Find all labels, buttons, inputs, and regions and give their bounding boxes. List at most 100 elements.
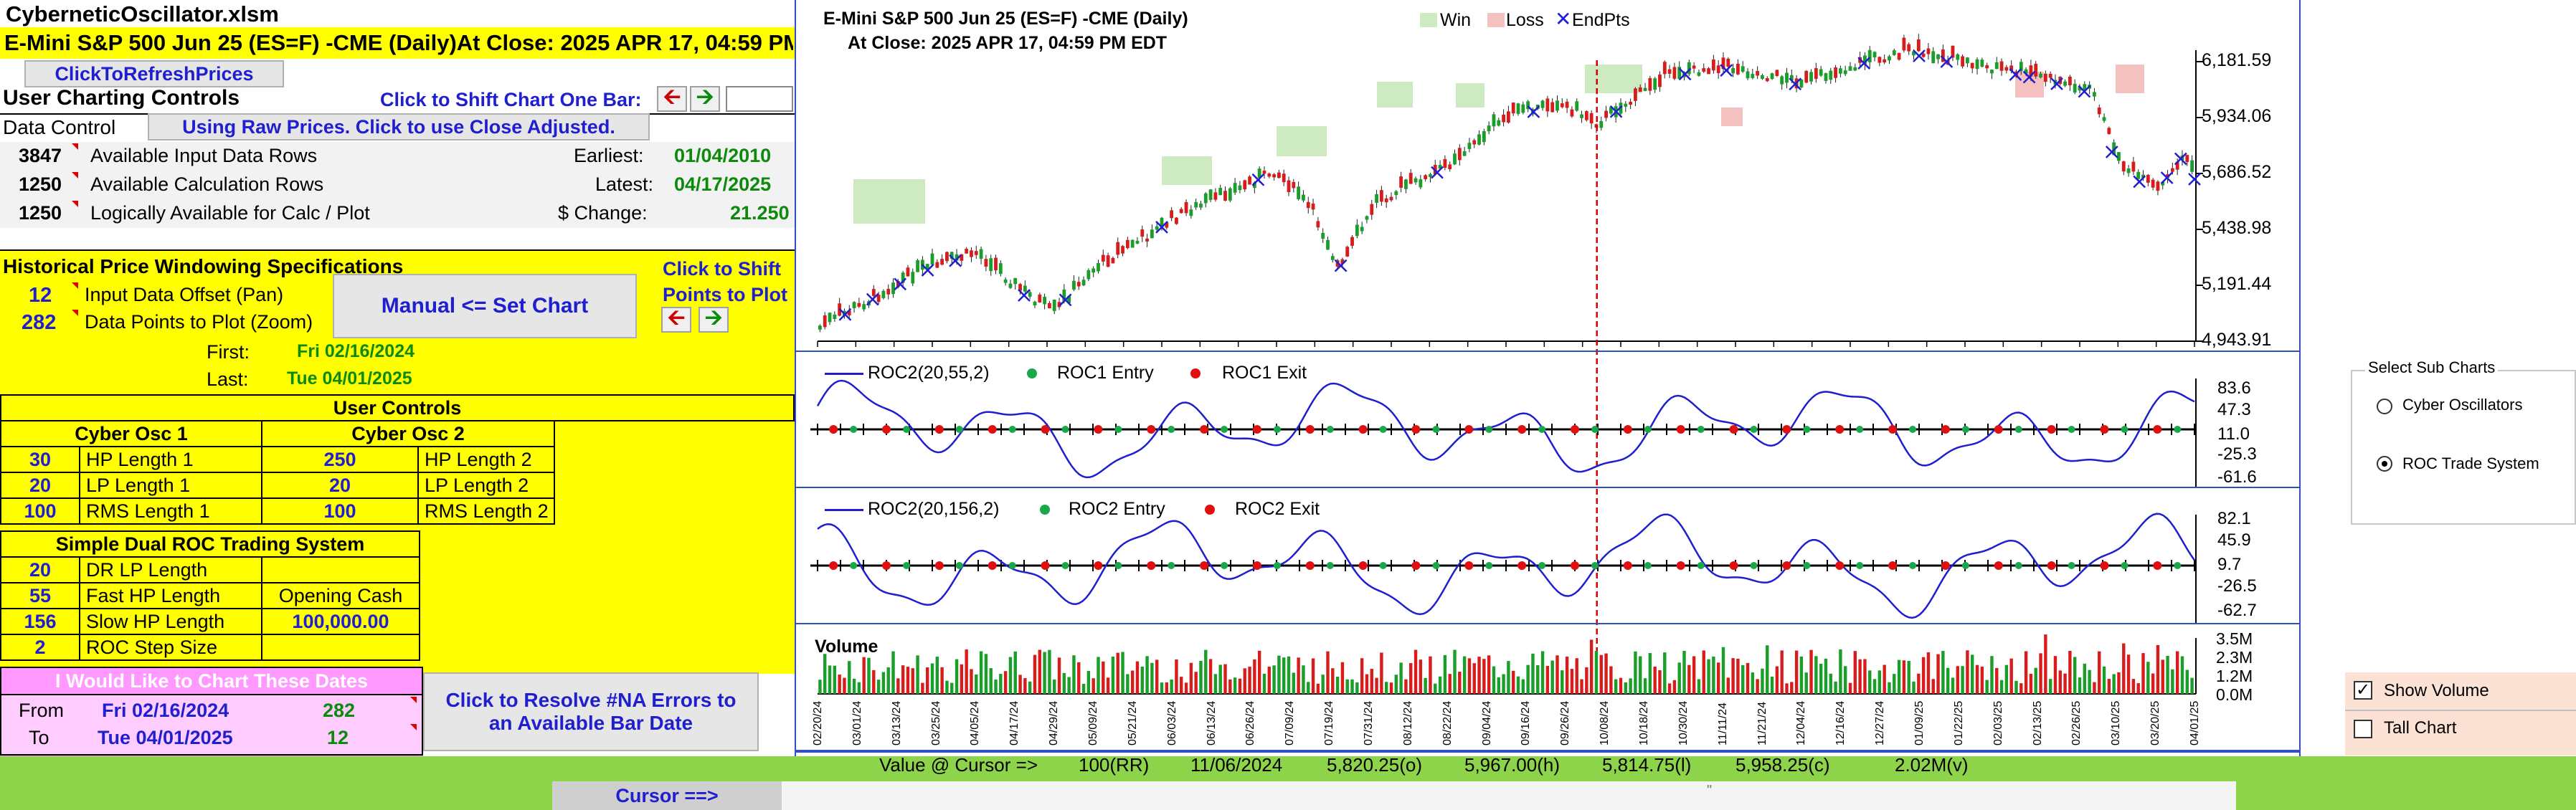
resolve-na-button[interactable]: Click to Resolve #NA Errors to an Availa… [423, 672, 759, 751]
volume-bar-86 [1238, 678, 1242, 694]
cursor-scrollbar[interactable] [782, 781, 2236, 810]
volume-bar-170 [1648, 653, 1652, 694]
cyber-oscillators-label[interactable]: Cyber Oscillators [2402, 396, 2523, 414]
cyber-oscillators-radio[interactable] [2377, 399, 2392, 414]
points-value[interactable]: 282 [22, 311, 57, 334]
volume-bar-244 [2009, 658, 2013, 694]
volume-bar-50 [1062, 672, 1066, 694]
volume-bar-107 [1340, 662, 1345, 694]
set-chart-button[interactable]: Manual <= Set Chart [333, 274, 637, 338]
fast-hp-length-value[interactable]: 55 [0, 582, 80, 609]
raw-prices-button[interactable]: Using Raw Prices. Click to use Close Adj… [148, 113, 650, 140]
price-candle-16 [896, 281, 900, 287]
tall-chart-checkbox[interactable] [2354, 720, 2372, 738]
price-candle-202 [1804, 70, 1809, 83]
win-region-3 [1162, 156, 1212, 185]
tall-chart-label[interactable]: Tall Chart [2384, 718, 2457, 738]
roc2-exit-label: ROC2 Exit [1235, 499, 1320, 519]
volume-bar-221 [1897, 659, 1901, 694]
roc1-exit-dot-19 [1835, 425, 1845, 434]
show-volume-label[interactable]: Show Volume [2384, 681, 2489, 700]
price-candle-59 [1106, 255, 1110, 267]
rms-length-1-value[interactable]: 100 [0, 497, 80, 525]
roc-step-size-value[interactable]: 2 [0, 634, 80, 661]
volume-bar-263 [2102, 666, 2106, 694]
to-date[interactable]: Tue 04/01/2025 [98, 727, 233, 748]
volume-bar-97 [1292, 672, 1296, 694]
rms-length-2-value[interactable]: 100 [261, 497, 419, 525]
volume-bar-196 [1775, 666, 1779, 694]
roc1-exit-dot-14 [1571, 425, 1579, 434]
roc2-exit-dot-5 [1094, 561, 1103, 570]
volume-bar-54 [1081, 683, 1086, 694]
volume-bar-66 [1140, 666, 1144, 694]
first-value: Fri 02/16/2024 [297, 341, 415, 361]
price-chart-title-2: At Close: 2025 APR 17, 04:59 PM EDT [848, 33, 1168, 53]
price-candle-122 [1414, 178, 1418, 183]
price-candle-30 [965, 249, 969, 254]
volume-bar-56 [1092, 678, 1095, 694]
refresh-prices-button[interactable]: ClickToRefreshPrices [24, 60, 284, 87]
price-candle-150 [1550, 102, 1555, 113]
price-chart[interactable] [796, 34, 2203, 688]
dr-lp-length-value[interactable]: 20 [0, 556, 80, 583]
roc1-entry-dot-24 [2121, 426, 2128, 433]
volume-bar-141 [1507, 661, 1510, 694]
chart-area[interactable] [796, 0, 2299, 750]
volume-bar-183 [1712, 656, 1715, 694]
price-ytick-5: 4,943.91 [2202, 330, 2272, 350]
volume-xlabel-4: 04/05/24 [969, 700, 982, 745]
opening-cash-value[interactable]: 100,000.00 [261, 608, 420, 635]
show-volume-checkbox[interactable]: ✓ [2354, 681, 2372, 700]
roc2-entry-dot-6 [1168, 562, 1175, 569]
offset-value[interactable]: 12 [29, 284, 52, 307]
hp-length-2-value[interactable]: 250 [261, 446, 419, 473]
roc1-exit-dot-21 [1941, 425, 1950, 434]
price-candle-111 [1360, 227, 1364, 232]
volume-ytick-0: 3.5M [2216, 629, 2253, 648]
price-candle-94 [1277, 172, 1281, 178]
price-candle-162 [1609, 107, 1613, 114]
volume-bar-273 [2151, 673, 2155, 694]
shift-left-button[interactable]: 🡨 [657, 85, 687, 112]
price-candle-85 [1233, 183, 1237, 193]
volume-bar-229 [1936, 654, 1940, 694]
win-region-7 [1585, 65, 1642, 93]
roc-trade-system-radio[interactable] [2377, 456, 2392, 472]
volume-bar-82 [1218, 664, 1222, 694]
volume-bar-149 [1545, 665, 1550, 694]
roc-trade-system-label[interactable]: ROC Trade System [2402, 454, 2539, 472]
points-left-button[interactable]: 🡨 [661, 306, 691, 333]
roc2-entry-dot-10 [1379, 562, 1387, 569]
roc2-ytick-4: -62.7 [2217, 601, 2257, 620]
price-candle-259 [2083, 84, 2087, 90]
volume-bar-155 [1575, 658, 1578, 694]
volume-bar-254 [2058, 670, 2062, 694]
volume-bar-164 [1619, 677, 1623, 694]
lp-length-1-value[interactable]: 20 [0, 472, 80, 499]
roc1-chart[interactable] [796, 351, 2299, 487]
hp-length-1-value[interactable]: 30 [0, 446, 80, 473]
price-candle-186 [1726, 58, 1730, 67]
scrollbar-thumb[interactable]: " [1707, 783, 1713, 799]
roc1-exit-dot-4 [1041, 425, 1050, 434]
price-candle-132 [1462, 151, 1467, 156]
roc1-ytick-2: 11.0 [2217, 424, 2250, 444]
price-candle-281 [2190, 160, 2194, 172]
price-candle-139 [1497, 120, 1501, 126]
shift-right-button[interactable]: 🡪 [690, 85, 720, 112]
volume-bar-158 [1589, 639, 1594, 694]
roc1-entry-dot-17 [1750, 426, 1758, 433]
shift-input[interactable] [726, 86, 793, 112]
roc2-chart[interactable] [796, 487, 2299, 624]
price-candle-195 [1770, 73, 1774, 80]
lp-length-2-value[interactable]: 20 [261, 472, 419, 499]
volume-chart[interactable] [796, 623, 2299, 695]
chart-dates-title: I Would Like to Chart These Dates [0, 667, 423, 695]
volume-bar-99 [1302, 665, 1305, 694]
from-date[interactable]: Fri 02/16/2024 [102, 700, 229, 721]
points-right-button[interactable]: 🡪 [699, 306, 729, 333]
volume-bar-67 [1145, 656, 1149, 694]
volume-bar-68 [1150, 662, 1154, 694]
slow-hp-length-value[interactable]: 156 [0, 608, 80, 635]
